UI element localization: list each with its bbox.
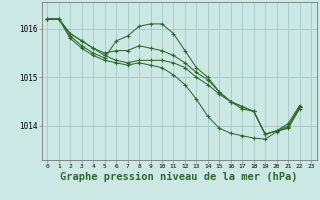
X-axis label: Graphe pression niveau de la mer (hPa): Graphe pression niveau de la mer (hPa) xyxy=(60,172,298,182)
